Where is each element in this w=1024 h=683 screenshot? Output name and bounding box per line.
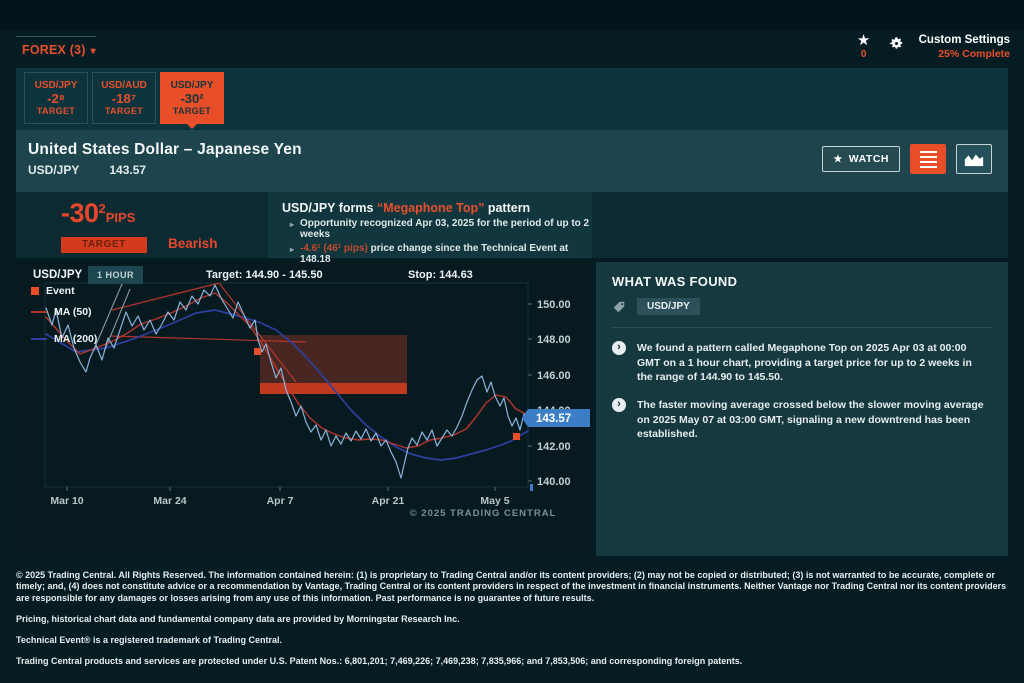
signal-tab-usdaud[interactable]: USD/AUD -18⁷ TARGET — [92, 72, 156, 124]
tab-pair: USD/JPY — [34, 80, 78, 91]
signal-tab-usdjpy-2-active[interactable]: USD/JPY -30² TARGET — [160, 72, 224, 129]
what-was-found-panel: WHAT WAS FOUND USD/JPY › We found a patt… — [596, 262, 1008, 556]
tab-pair: USD/JPY — [170, 80, 214, 91]
arrow-bullet-icon: ▸ — [290, 220, 295, 229]
current-price: 143.57 — [109, 163, 147, 177]
pattern-bullet-2: ▸ -4.6¹ (46¹ pips) price change since th… — [290, 243, 569, 265]
price-change-highlight: -4.6¹ (46¹ pips) — [300, 243, 368, 254]
tab-target-label: TARGET — [36, 106, 76, 116]
found-item-2: › The faster moving average crossed belo… — [612, 398, 992, 442]
timeframe-selector[interactable]: 1 HOUR — [88, 266, 144, 284]
footer-paragraph: Trading Central products and services ar… — [16, 656, 743, 667]
signal-tab-usdjpy-1[interactable]: USD/JPY -2⁸ TARGET — [24, 72, 88, 124]
chart-copyright: © 2025 TRADING CENTRAL — [409, 508, 557, 519]
watch-star-icon: ★ — [833, 153, 843, 165]
found-heading: WHAT WAS FOUND — [612, 274, 738, 289]
svg-text:148.00: 148.00 — [537, 334, 571, 346]
ma200-line-icon — [31, 338, 47, 340]
title-bar: United States Dollar – Japanese Yen USD/… — [16, 130, 1008, 192]
svg-text:146.00: 146.00 — [537, 370, 571, 382]
symbol-label: USD/JPY — [28, 163, 80, 177]
top-strip — [0, 0, 1024, 30]
watch-label: WATCH — [848, 153, 889, 165]
svg-text:140.00: 140.00 — [537, 476, 571, 488]
tab-target-label: TARGET — [104, 106, 144, 116]
chart-target-label: Target: 144.90 - 145.50 — [206, 269, 323, 281]
divider — [612, 327, 992, 328]
list-view-icon — [919, 150, 937, 168]
pattern-bullet-1: ▸ Opportunity recognized Apr 03, 2025 fo… — [290, 218, 590, 240]
circle-arrow-icon: › — [612, 341, 626, 355]
svg-text:Apr 7: Apr 7 — [267, 495, 294, 507]
tab-value: -18⁷ — [111, 91, 137, 106]
chart-symbol: USD/JPY — [33, 269, 83, 281]
svg-text:143.57: 143.57 — [536, 413, 571, 425]
found-item-1: › We found a pattern called Megaphone To… — [612, 341, 992, 385]
svg-text:Mar 10: Mar 10 — [50, 495, 83, 507]
tab-pair: USD/AUD — [101, 80, 147, 91]
pattern-summary: USD/JPY forms “Megaphone Top” pattern ▸ … — [268, 192, 592, 265]
star-icon: ★ — [856, 32, 871, 49]
tab-value: -2⁸ — [47, 91, 65, 106]
svg-text:May 5: May 5 — [480, 495, 509, 507]
category-dropdown[interactable]: FOREX (3) ▾ — [22, 43, 96, 57]
price-chart-panel: 150.00148.00146.00144.00142.00140.00Mar … — [16, 262, 592, 556]
settings-progress: 25% Complete — [938, 48, 1010, 60]
list-view-button[interactable] — [910, 144, 946, 174]
arrow-bullet-icon: ▸ — [290, 245, 295, 254]
content: USD/JPY -2⁸ TARGET USD/AUD -18⁷ TARGET U… — [16, 68, 1008, 556]
price-chart: 150.00148.00146.00144.00142.00140.00Mar … — [44, 282, 590, 507]
tab-value: -30² — [180, 91, 204, 106]
watch-button[interactable]: ★ WATCH — [822, 146, 900, 172]
caret-down-icon: ▾ — [90, 46, 96, 57]
pattern-name: “Megaphone Top” — [376, 201, 485, 215]
toolbar: FOREX (3) ▾ ★ 0 Custom Settings 25% Compl… — [0, 30, 1024, 68]
svg-text:Apr 21: Apr 21 — [372, 495, 405, 507]
legend-ma50: MA (50) — [31, 306, 97, 318]
svg-text:142.00: 142.00 — [537, 441, 571, 453]
signal-banner: -302PIPS TARGET Bearish USD/JPY forms “M… — [16, 192, 1008, 265]
direction-label: Bearish — [168, 236, 218, 251]
category-label: FOREX (3) — [22, 43, 86, 57]
legal-footer: © 2025 Trading Central. All Rights Reser… — [16, 570, 1008, 668]
signal-tabs-band: USD/JPY -2⁸ TARGET USD/AUD -18⁷ TARGET U… — [16, 68, 1008, 130]
page-title: United States Dollar – Japanese Yen — [28, 141, 302, 158]
footer-paragraph: © 2025 Trading Central. All Rights Reser… — [16, 570, 1007, 603]
footer-paragraph: Technical Event® is a registered tradema… — [16, 635, 283, 645]
area-chart-icon — [964, 153, 984, 166]
circle-arrow-icon: › — [612, 398, 626, 413]
chart-legend: Event MA (50) MA (200) — [31, 285, 97, 345]
pips-display: -302PIPS — [61, 198, 136, 228]
favorites-button[interactable]: ★ 0 — [854, 32, 874, 61]
target-badge: TARGET — [61, 237, 147, 253]
signal-summary: -302PIPS TARGET Bearish — [16, 192, 268, 258]
tab-target-label: TARGET — [172, 106, 212, 116]
custom-settings[interactable]: Custom Settings 25% Complete — [919, 34, 1010, 60]
svg-text:150.00: 150.00 — [537, 299, 571, 311]
category-underline — [16, 36, 96, 37]
symbol-tag: USD/JPY — [637, 298, 700, 315]
pattern-headline: USD/JPY forms “Megaphone Top” pattern — [282, 201, 531, 215]
event-swatch-icon — [31, 287, 39, 295]
tag-icon — [613, 301, 625, 312]
gear-icon — [889, 37, 902, 49]
chart-stop-label: Stop: 144.63 — [408, 269, 473, 281]
settings-gear-button[interactable] — [889, 36, 904, 56]
chart-view-button[interactable] — [956, 144, 992, 174]
svg-text:Mar 24: Mar 24 — [153, 495, 186, 507]
custom-settings-label: Custom Settings — [918, 34, 1010, 46]
favorites-count: 0 — [860, 49, 867, 60]
ma50-line-icon — [31, 311, 47, 313]
legend-event: Event — [31, 285, 97, 297]
legend-ma200: MA (200) — [31, 333, 97, 345]
footer-paragraph: Pricing, historical chart data and funda… — [16, 613, 460, 624]
